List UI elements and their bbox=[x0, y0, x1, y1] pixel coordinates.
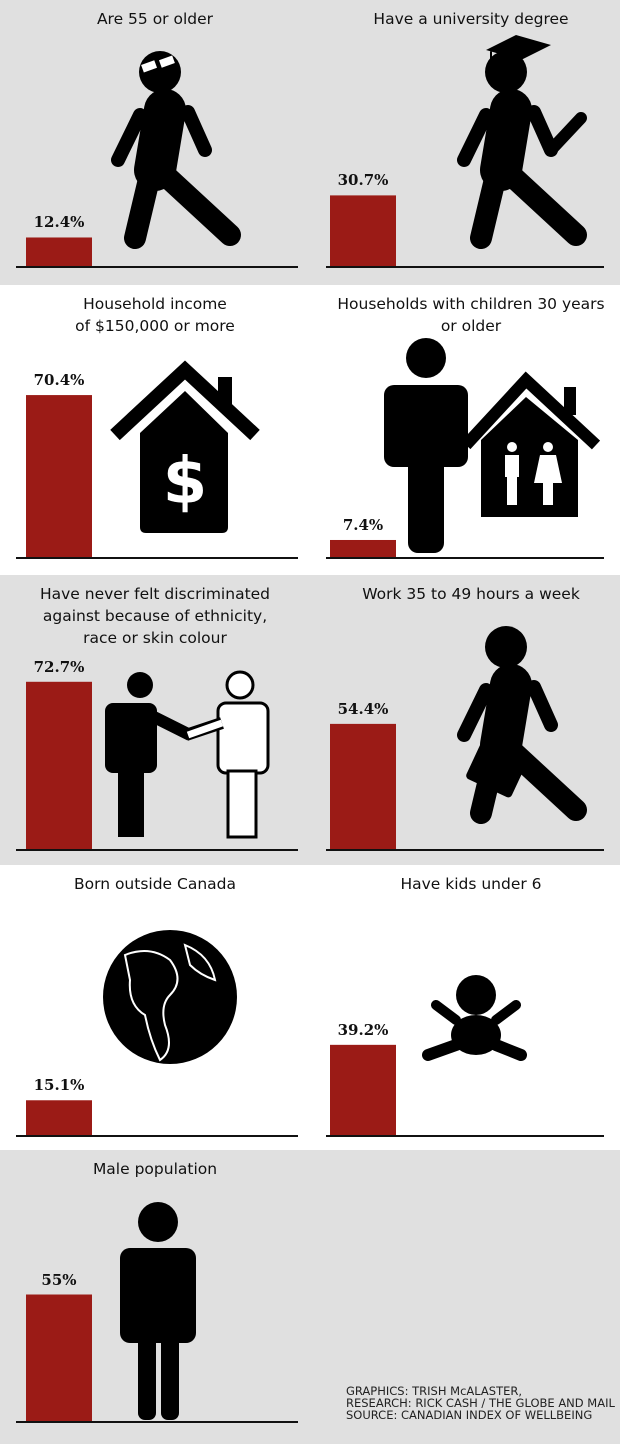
bar bbox=[330, 195, 396, 266]
bar bbox=[26, 1100, 92, 1135]
man-and-family-house-icon bbox=[384, 338, 601, 553]
panel-graphic bbox=[16, 930, 298, 1137]
bar-value-label: 7.4% bbox=[342, 515, 384, 534]
panel-title: Have a university degree bbox=[373, 10, 569, 28]
bar bbox=[26, 395, 92, 557]
walking-person-glasses-icon bbox=[111, 51, 241, 249]
bar-value-label: 12.4% bbox=[33, 213, 85, 232]
panel-row: Male population 55% bbox=[0, 1150, 620, 1444]
stat-panel: Have kids under 6 39.2% bbox=[316, 865, 620, 1150]
panel-row: Born outside Canada 15.1% Have kids unde… bbox=[0, 865, 620, 1150]
panel-row: Are 55 or older 12.4% Have a university … bbox=[0, 0, 620, 285]
baby-icon bbox=[422, 975, 527, 1061]
panel-title: Have kids under 6 bbox=[400, 875, 542, 893]
panel-title: Are 55 or older bbox=[96, 10, 214, 28]
stat-panel: Have never felt discriminated against be… bbox=[0, 575, 310, 865]
panel-title: Household income of $150,000 or more bbox=[75, 295, 235, 335]
panel-title: Born outside Canada bbox=[73, 875, 237, 893]
walking-graduate-icon bbox=[457, 35, 587, 249]
credits: GRAPHICS: TRISH McALASTER, RESEARCH: RIC… bbox=[346, 1385, 615, 1421]
stat-panel: Are 55 or older 12.4% bbox=[0, 0, 310, 285]
panel-graphic bbox=[326, 338, 604, 559]
panel-title: Households with children 30 years or old… bbox=[337, 295, 605, 335]
bar-value-label: 54.4% bbox=[337, 699, 389, 718]
bar-value-label: 39.2% bbox=[337, 1020, 389, 1039]
bar bbox=[330, 723, 396, 849]
panel-row: Have never felt discriminated against be… bbox=[0, 575, 620, 865]
bar-value-label: 70.4% bbox=[33, 371, 85, 390]
house-dollar-icon: $ bbox=[110, 360, 260, 533]
handshake-icon bbox=[105, 670, 270, 839]
bar-value-label: 30.7% bbox=[337, 171, 389, 190]
panel-row: $ Household income of $150,000 or more 7… bbox=[0, 285, 620, 575]
bar bbox=[330, 539, 396, 557]
panel-graphic bbox=[16, 1202, 298, 1423]
panel-title: Work 35 to 49 hours a week bbox=[362, 585, 580, 603]
credit-research: RESEARCH: RICK CASH / THE GLOBE AND MAIL bbox=[346, 1396, 615, 1410]
bar-value-label: 72.7% bbox=[33, 657, 85, 676]
panel-graphic bbox=[326, 975, 604, 1137]
bar bbox=[330, 1044, 396, 1135]
credit-graphics: GRAPHICS: TRISH McALASTER, bbox=[346, 1384, 523, 1398]
panel-graphic bbox=[16, 670, 298, 851]
credit-source: SOURCE: CANADIAN INDEX OF WELLBEING bbox=[346, 1408, 593, 1422]
stat-panel: Born outside Canada 15.1% bbox=[0, 865, 310, 1150]
stat-panel: Work 35 to 49 hours a week 54.4% bbox=[316, 575, 620, 865]
stat-panel: $ Household income of $150,000 or more 7… bbox=[0, 285, 310, 575]
bar bbox=[26, 1294, 92, 1421]
stat-panel: Households with children 30 years or old… bbox=[316, 285, 620, 575]
svg-text:$: $ bbox=[163, 445, 208, 519]
bar-value-label: 15.1% bbox=[33, 1076, 85, 1095]
standing-man-icon bbox=[120, 1202, 196, 1420]
panel-graphic: $ bbox=[16, 360, 298, 559]
panel-graphic bbox=[16, 51, 298, 268]
panel-graphic bbox=[326, 626, 604, 851]
panel-graphic bbox=[326, 35, 604, 268]
panel-title: Have never felt discriminated against be… bbox=[39, 585, 271, 647]
stat-panel: Have a university degree 30.7% bbox=[316, 0, 620, 285]
bar bbox=[26, 237, 92, 266]
panel-title: Male population bbox=[92, 1160, 218, 1178]
bar-value-label: 55% bbox=[41, 1270, 77, 1289]
walking-briefcase-icon bbox=[457, 626, 587, 824]
bar bbox=[26, 681, 92, 849]
stat-panel: Male population 55% bbox=[0, 1150, 310, 1444]
globe-icon bbox=[103, 930, 237, 1064]
